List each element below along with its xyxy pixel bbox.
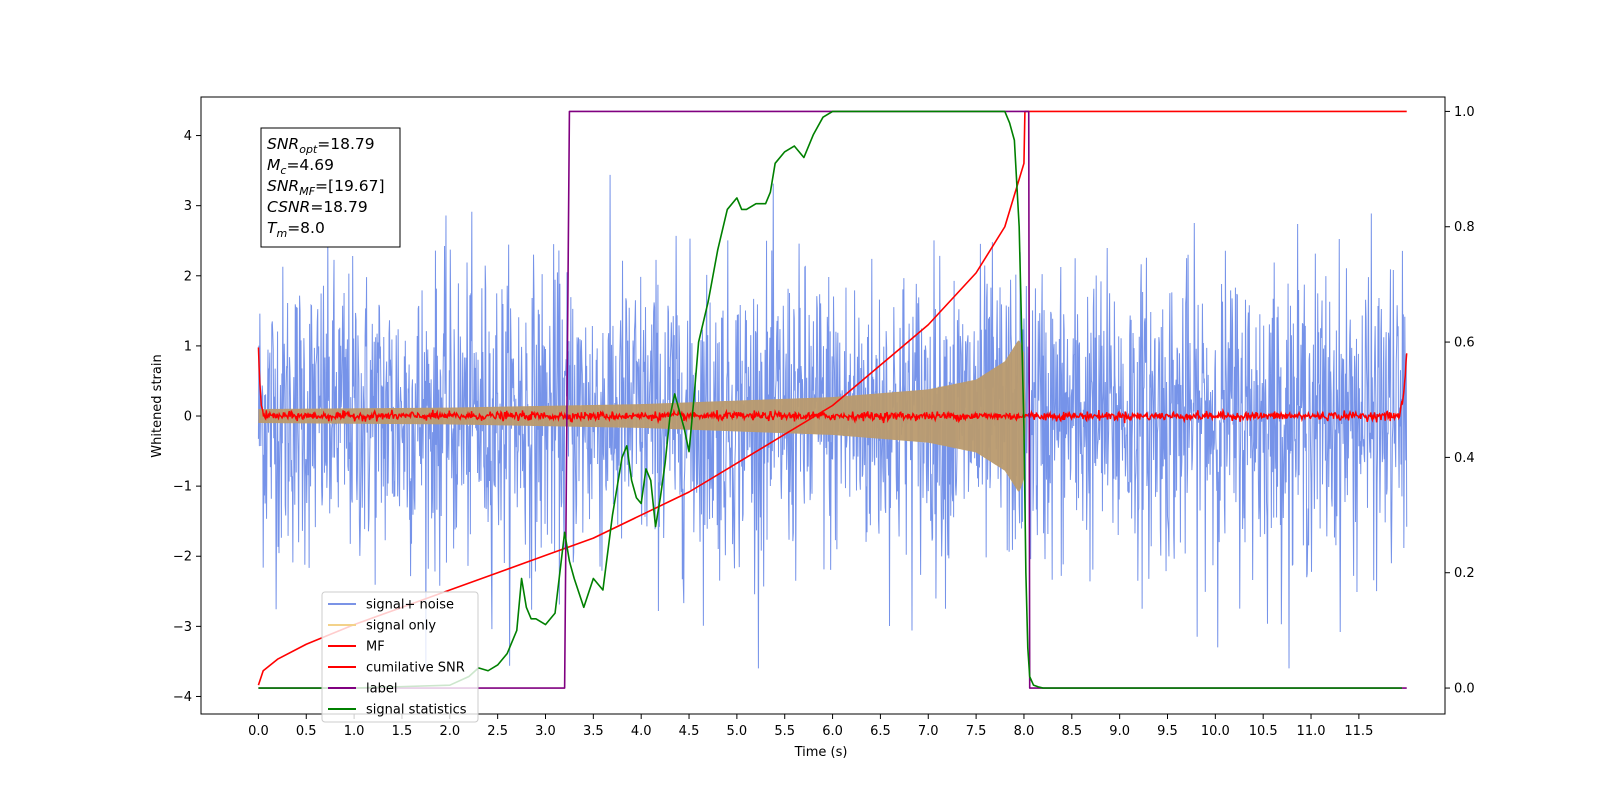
annotation-line: CSNR=18.79 <box>267 198 368 216</box>
x-tick-label: 8.5 <box>1061 724 1082 739</box>
x-tick-label: 2.5 <box>487 724 508 739</box>
y2-tick-label: 0.0 <box>1454 682 1475 697</box>
y-tick-label: 1 <box>184 339 192 354</box>
x-tick-label: 7.5 <box>966 724 987 739</box>
annotation-box: SNRopt=18.79Mc=4.69SNRMF=[19.67]CSNR=18.… <box>260 127 401 248</box>
x-tick-label: 10.0 <box>1201 724 1230 739</box>
x-tick-label: 1.5 <box>392 724 413 739</box>
x-tick-label: 5.5 <box>774 724 795 739</box>
annotation-line: SNRopt=18.79 <box>267 135 375 156</box>
x-tick-label: 5.0 <box>727 724 748 739</box>
legend-entry-label: cumilative SNR <box>366 661 465 676</box>
y-tick-label: −4 <box>173 690 192 705</box>
y-tick-label: 4 <box>184 129 192 144</box>
legend-entry-label: signal only <box>366 619 436 634</box>
series-mf <box>257 347 1408 425</box>
x-tick-label: 7.0 <box>918 724 939 739</box>
legend-frame <box>321 591 479 723</box>
x-tick-label: 10.5 <box>1249 724 1278 739</box>
y-axis-label: Whitened strain <box>150 354 165 457</box>
x-tick-label: 8.0 <box>1014 724 1035 739</box>
plot-frame <box>200 96 1446 715</box>
y2-tick-label: 0.4 <box>1454 451 1475 466</box>
y-tick-label: 3 <box>184 199 192 214</box>
annotation-line: Tm=8.0 <box>267 219 325 240</box>
x-tick-label: 6.5 <box>870 724 891 739</box>
x-axis: 0.0 0.5 1.0 1.5 2.0 2.5 3.0 3.5 4.0 4.5 5.0 5.5 6.0 6… <box>248 714 1373 739</box>
x-tick-label: 1.0 <box>344 724 365 739</box>
x-tick-label: 11.0 <box>1297 724 1326 739</box>
legend-entry-label: label <box>366 682 397 697</box>
series-signal-statistics <box>258 110 1402 689</box>
x-axis-label: Time (s) <box>794 745 848 760</box>
x-tick-label: 4.5 <box>679 724 700 739</box>
y2-tick-label: 1.0 <box>1454 105 1475 120</box>
legend-entry-label: MF <box>366 640 385 655</box>
x-tick-label: 3.0 <box>535 724 556 739</box>
legend-entry-label: signal statistics <box>366 703 467 718</box>
y-tick-label: −3 <box>173 620 192 635</box>
y2-tick-label: 0.2 <box>1454 566 1475 581</box>
y2-tick-label: 0.8 <box>1454 220 1475 235</box>
legend: signal+ noise signal only MF cumilative SNR… <box>321 591 479 723</box>
x-tick-label: 3.5 <box>583 724 604 739</box>
annotation-frame <box>260 127 401 248</box>
y-tick-label: 0 <box>184 410 192 425</box>
y-axis-left: −4 −3 −2 −1 0 1 2 3 4 <box>173 129 201 705</box>
x-tick-label: 9.5 <box>1157 724 1178 739</box>
x-tick-label: 11.5 <box>1344 724 1373 739</box>
x-tick-label: 4.0 <box>631 724 652 739</box>
y-tick-label: −2 <box>173 550 192 565</box>
x-tick-label: 2.0 <box>439 724 460 739</box>
x-tick-label: 0.5 <box>296 724 317 739</box>
y-tick-label: −1 <box>173 480 192 495</box>
annotation-line: SNRMF=[19.67] <box>267 177 385 198</box>
y-tick-label: 2 <box>184 269 192 284</box>
x-tick-label: 0.0 <box>248 724 269 739</box>
x-tick-label: 9.0 <box>1109 724 1130 739</box>
legend-entry-label: signal+ noise <box>366 598 454 613</box>
y-axis-right: 0.0 0.2 0.4 0.6 0.8 1.0 <box>1445 105 1475 697</box>
annotation-line: Mc=4.69 <box>267 156 334 177</box>
y2-tick-label: 0.6 <box>1454 336 1475 351</box>
series-signal-only <box>258 340 1026 492</box>
x-tick-label: 6.0 <box>822 724 843 739</box>
